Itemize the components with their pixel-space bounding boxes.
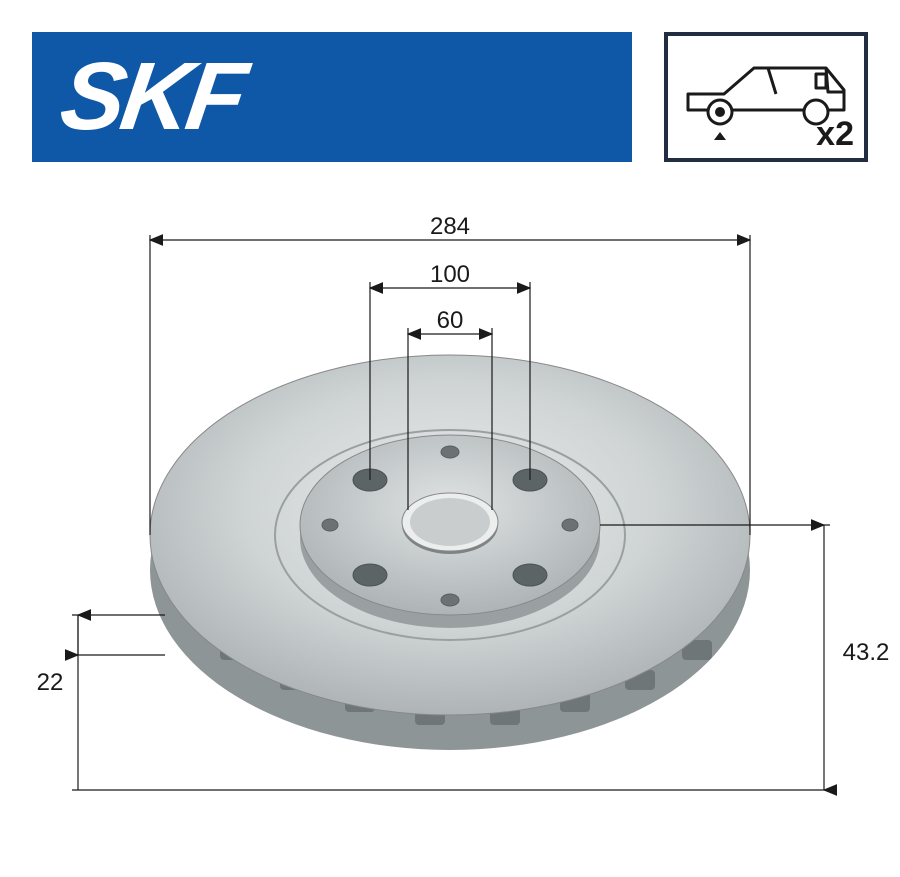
technical-diagram: 284 100 60 22 43.2	[0, 210, 900, 860]
dim-overall-height: 43.2	[843, 639, 890, 666]
quantity-label: x2	[816, 115, 854, 154]
dim-bolt-circle: 100	[430, 261, 470, 288]
header: SKF x2	[32, 32, 868, 162]
brand-logo-box: SKF	[32, 32, 632, 162]
dim-thickness: 22	[37, 669, 64, 696]
brand-logo-text: SKF	[54, 42, 249, 152]
quantity-box: x2	[664, 32, 868, 162]
dim-outer-diameter: 284	[430, 213, 470, 240]
dim-center-bore: 60	[437, 307, 464, 334]
